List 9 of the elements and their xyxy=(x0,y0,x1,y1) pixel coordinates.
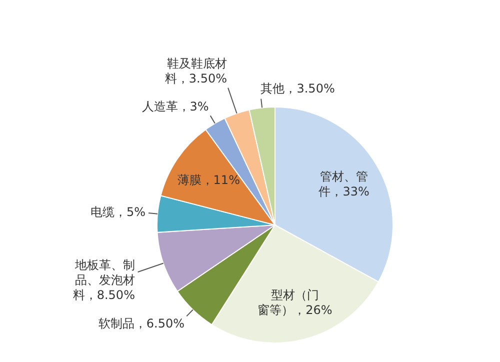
slice-label: 地板革、制品、发泡材料，8.50% xyxy=(72,258,135,302)
slice-label: 管材、管件，33% xyxy=(318,170,370,199)
slice-label: 薄膜，11% xyxy=(177,172,240,187)
slice-label: 软制品，6.50% xyxy=(98,316,185,331)
slice-label: 鞋及鞋底材料，3.50% xyxy=(164,56,228,86)
slice-label: 型材（门窗等），26% xyxy=(258,288,332,318)
slice-label: 电缆，5% xyxy=(90,205,146,220)
slice-label: 人造革，3% xyxy=(142,100,209,114)
slice-label: 其他，3.50% xyxy=(260,81,335,96)
